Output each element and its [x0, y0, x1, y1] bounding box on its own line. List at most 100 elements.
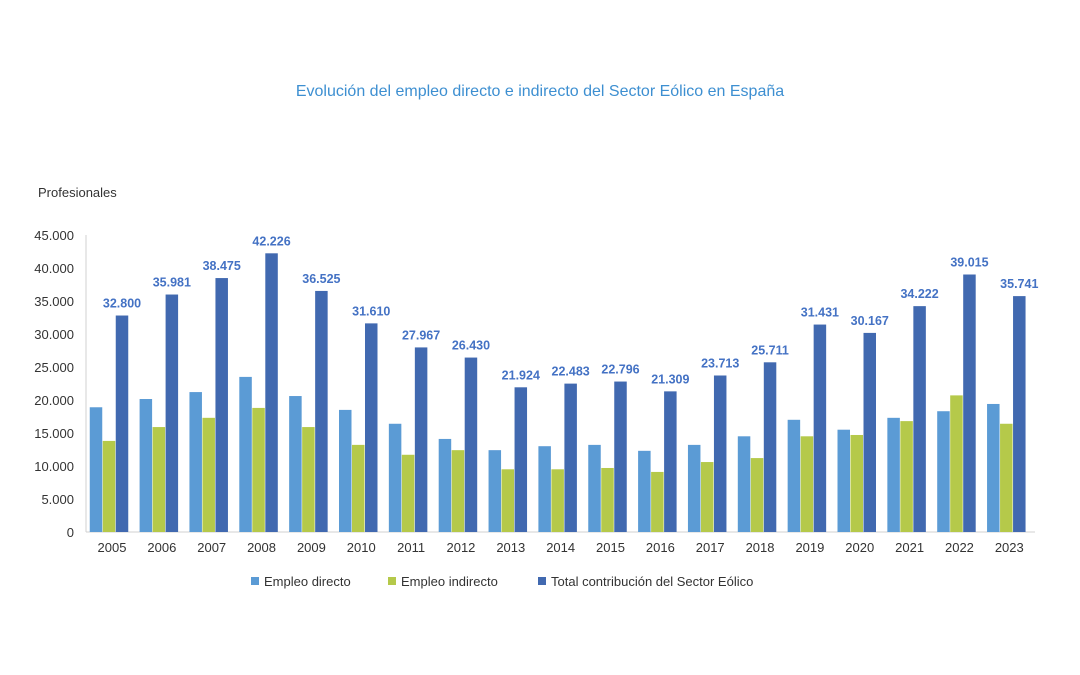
bar-empleo-directo-2015 [588, 444, 601, 532]
data-label: 35.741 [1000, 277, 1038, 291]
bar-empleo-indirecto-2013 [501, 469, 515, 532]
y-tick-label: 40.000 [34, 261, 74, 276]
bar-empleo-directo-2008 [239, 376, 252, 532]
data-label: 31.431 [801, 306, 839, 320]
bar-total-contribuci-n-del-sector-e-lico-2005 [115, 315, 129, 532]
bar-empleo-indirecto-2020 [850, 434, 863, 532]
legend-swatch [251, 577, 259, 585]
bar-total-contribuci-n-del-sector-e-lico-2008 [265, 253, 278, 532]
x-tick-label: 2012 [446, 540, 475, 555]
bar-empleo-directo-2009 [289, 396, 302, 532]
x-tick-label: 2018 [746, 540, 775, 555]
bar-empleo-directo-2023 [987, 403, 1000, 532]
bar-empleo-directo-2016 [638, 450, 651, 532]
x-tick-label: 2011 [397, 540, 425, 555]
y-tick-label: 35.000 [34, 294, 74, 309]
bar-empleo-indirecto-2010 [352, 444, 365, 532]
bar-empleo-indirecto-2014 [551, 469, 564, 532]
x-tick-label: 2014 [546, 540, 575, 555]
y-tick-label: 25.000 [34, 360, 74, 375]
data-label: 36.525 [302, 272, 340, 286]
x-tick-label: 2021 [895, 540, 924, 555]
data-label: 22.796 [601, 363, 639, 377]
y-tick-label: 10.000 [34, 459, 74, 474]
legend-swatch [538, 577, 546, 585]
bar-empleo-directo-2022 [937, 411, 950, 532]
bar-empleo-indirecto-2023 [1000, 423, 1013, 532]
y-tick-label: 45.000 [34, 228, 74, 243]
bar-empleo-directo-2019 [787, 419, 801, 532]
bar-empleo-indirecto-2005 [102, 440, 116, 532]
y-axis-label: Profesionales [38, 185, 117, 200]
bar-empleo-directo-2020 [837, 429, 850, 532]
bar-total-contribuci-n-del-sector-e-lico-2012 [464, 357, 478, 532]
bar-total-contribuci-n-del-sector-e-lico-2010 [365, 323, 378, 532]
y-tick-label: 30.000 [34, 327, 74, 342]
legend-label: Empleo directo [264, 574, 351, 589]
x-tick-label: 2022 [945, 540, 974, 555]
bar-empleo-directo-2007 [189, 392, 202, 532]
bar-total-contribuci-n-del-sector-e-lico-2011 [414, 347, 428, 532]
x-tick-label: 2023 [995, 540, 1024, 555]
x-tick-label: 2008 [247, 540, 276, 555]
bar-total-contribuci-n-del-sector-e-lico-2013 [514, 387, 528, 532]
bar-empleo-directo-2006 [139, 399, 153, 532]
bar-empleo-directo-2010 [339, 409, 352, 532]
data-label: 21.309 [651, 372, 689, 386]
bar-empleo-directo-2014 [538, 446, 551, 532]
data-label: 22.483 [552, 365, 590, 379]
data-label: 35.981 [153, 276, 191, 290]
x-tick-label: 2009 [297, 540, 326, 555]
bar-total-contribuci-n-del-sector-e-lico-2018 [763, 362, 777, 532]
data-label: 31.610 [352, 304, 390, 318]
bar-total-contribuci-n-del-sector-e-lico-2006 [165, 294, 179, 532]
data-label: 30.167 [851, 314, 889, 328]
data-label: 23.713 [701, 356, 739, 370]
bar-empleo-indirecto-2006 [152, 427, 166, 532]
bar-empleo-indirecto-2022 [950, 395, 963, 532]
x-tick-label: 2017 [696, 540, 725, 555]
bar-total-contribuci-n-del-sector-e-lico-2023 [1013, 296, 1026, 532]
data-label: 21.924 [502, 368, 540, 382]
bar-empleo-directo-2012 [438, 438, 452, 532]
bar-empleo-directo-2011 [388, 423, 402, 532]
bar-total-contribuci-n-del-sector-e-lico-2021 [913, 306, 926, 532]
bar-empleo-indirecto-2019 [800, 436, 814, 532]
bar-total-contribuci-n-del-sector-e-lico-2014 [564, 383, 577, 532]
y-tick-label: 0 [67, 525, 74, 540]
bar-total-contribuci-n-del-sector-e-lico-2017 [713, 375, 727, 532]
data-label: 38.475 [203, 259, 241, 273]
legend-label: Empleo indirecto [401, 574, 498, 589]
y-tick-label: 15.000 [34, 426, 74, 441]
data-label: 42.226 [252, 234, 290, 248]
data-label: 27.967 [402, 328, 440, 342]
data-label: 25.711 [751, 343, 789, 357]
x-tick-label: 2015 [596, 540, 625, 555]
x-tick-label: 2020 [845, 540, 874, 555]
bar-empleo-indirecto-2021 [900, 421, 913, 532]
bar-empleo-directo-2013 [488, 450, 502, 532]
data-label: 32.800 [103, 297, 141, 311]
bar-empleo-indirecto-2011 [401, 454, 415, 532]
bar-empleo-indirecto-2015 [601, 467, 614, 532]
bar-empleo-indirecto-2018 [750, 458, 764, 532]
y-tick-label: 5.000 [41, 492, 74, 507]
bar-empleo-directo-2021 [887, 417, 900, 532]
bar-empleo-indirecto-2016 [651, 471, 664, 532]
x-tick-label: 2005 [98, 540, 127, 555]
bar-empleo-indirecto-2007 [202, 417, 215, 532]
bar-empleo-indirecto-2017 [700, 462, 714, 532]
bar-empleo-indirecto-2012 [451, 450, 465, 532]
x-tick-label: 2019 [795, 540, 824, 555]
data-label: 34.222 [900, 287, 938, 301]
bar-total-contribuci-n-del-sector-e-lico-2019 [813, 324, 827, 532]
bar-total-contribuci-n-del-sector-e-lico-2009 [315, 290, 328, 532]
bar-empleo-directo-2005 [89, 407, 103, 532]
y-tick-label: 20.000 [34, 393, 74, 408]
bar-empleo-indirecto-2009 [302, 427, 315, 532]
x-tick-label: 2007 [197, 540, 226, 555]
data-label: 26.430 [452, 339, 490, 353]
bar-empleo-indirecto-2008 [252, 407, 265, 532]
x-tick-label: 2016 [646, 540, 675, 555]
